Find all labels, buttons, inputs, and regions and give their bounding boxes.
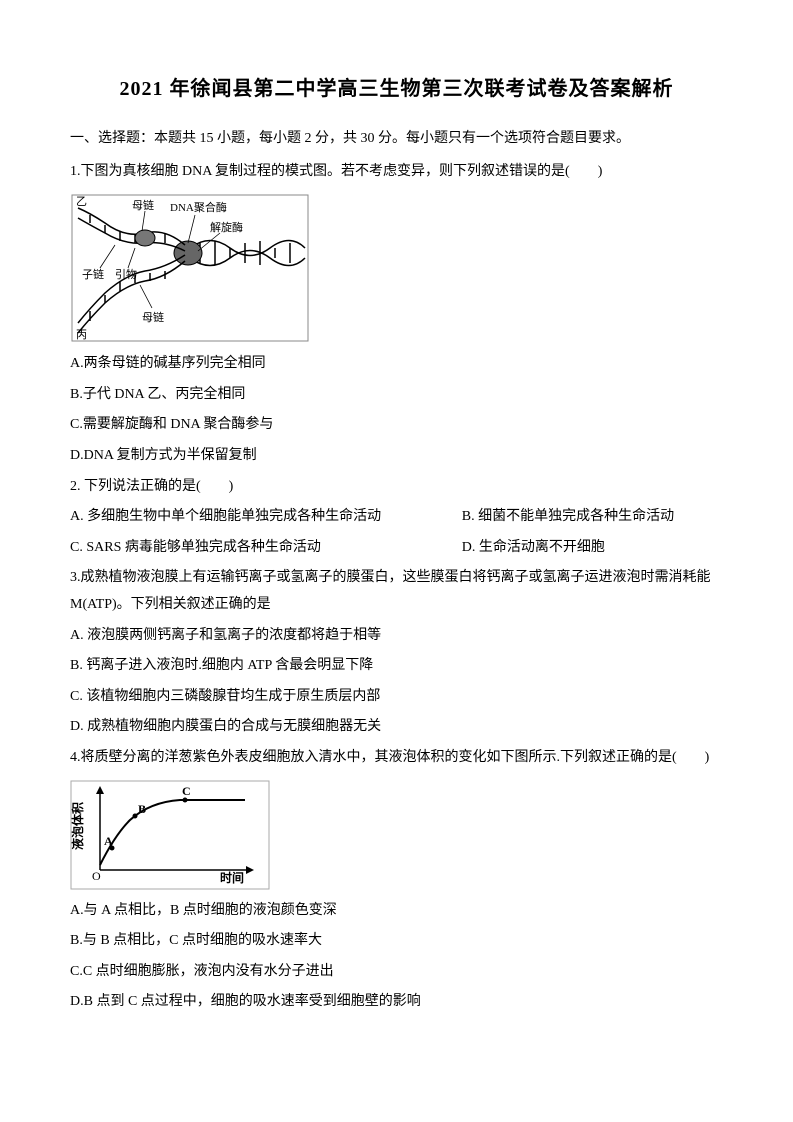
q4-diagram: A B C O 时间 液泡体积 — [70, 780, 723, 890]
chart-origin: O — [92, 869, 101, 883]
chart-xlabel: 时间 — [220, 870, 244, 885]
q4-optD: D.B 点到 C 点过程中，细胞的吸水速率受到细胞壁的影响 — [70, 989, 723, 1016]
chart-pointC: C — [182, 784, 191, 798]
q1-optB: B.子代 DNA 乙、丙完全相同 — [70, 382, 723, 409]
q3-stem: 3.成熟植物液泡膜上有运输钙离子或氢离子的膜蛋白，这些膜蛋白将钙离子或氢离子运进… — [70, 565, 723, 618]
page-title: 2021 年徐闻县第二中学高三生物第三次联考试卷及答案解析 — [70, 70, 723, 108]
label-helicase: 解旋酶 — [210, 220, 243, 234]
q4-optB: B.与 B 点相比，C 点时细胞的吸水速率大 — [70, 928, 723, 955]
chart-pointA: A — [104, 834, 113, 848]
label-muchain1: 母链 — [132, 198, 154, 212]
q2-optD: D. 生命活动离不开细胞 — [462, 535, 723, 562]
q4-optC: C.C 点时细胞膨胀，液泡内没有水分子进出 — [70, 959, 723, 986]
chart-pointB: B — [138, 802, 146, 816]
q3-optB: B. 钙离子进入液泡时.细胞内 ATP 含最会明显下降 — [70, 653, 723, 680]
label-yinwu: 引物 — [115, 267, 137, 281]
q2-optB: B. 细菌不能单独完成各种生命活动 — [462, 504, 723, 531]
q1-optA: A.两条母链的碱基序列完全相同 — [70, 351, 723, 378]
q1-diagram: 乙 母链 DNA聚合酶 解旋酶 子链 引物 丙 母链 — [70, 193, 723, 343]
label-bing: 丙 — [76, 329, 87, 341]
q4-stem: 4.将质壁分离的洋葱紫色外表皮细胞放入清水中，其液泡体积的变化如下图所示.下列叙… — [70, 745, 723, 772]
label-muchain2: 母链 — [142, 310, 164, 324]
q1-optD: D.DNA 复制方式为半保留复制 — [70, 443, 723, 470]
q2-optA: A. 多细胞生物中单个细胞能单独完成各种生命活动 — [70, 504, 462, 531]
q1-stem: 1.下图为真核细胞 DNA 复制过程的模式图。若不考虑变异，则下列叙述错误的是(… — [70, 159, 723, 186]
q2-stem: 2. 下列说法正确的是( ) — [70, 474, 723, 501]
chart-ylabel: 液泡体积 — [70, 801, 85, 849]
q3-optC: C. 该植物细胞内三磷酸腺苷均生成于原生质层内部 — [70, 684, 723, 711]
label-yi: 乙 — [76, 195, 87, 208]
label-zichain: 子链 — [82, 267, 104, 281]
section-header: 一、选择题：本题共 15 小题，每小题 2 分，共 30 分。每小题只有一个选项… — [70, 126, 723, 153]
q3-optA: A. 液泡膜两侧钙离子和氢离子的浓度都将趋于相等 — [70, 623, 723, 650]
q3-optD: D. 成熟植物细胞内膜蛋白的合成与无膜细胞器无关 — [70, 714, 723, 741]
label-dnapoly: DNA聚合酶 — [170, 200, 227, 214]
q2-optC: C. SARS 病毒能够单独完成各种生命活动 — [70, 535, 462, 562]
q4-optA: A.与 A 点相比，B 点时细胞的液泡颜色变深 — [70, 898, 723, 925]
q1-optC: C.需要解旋酶和 DNA 聚合酶参与 — [70, 412, 723, 439]
